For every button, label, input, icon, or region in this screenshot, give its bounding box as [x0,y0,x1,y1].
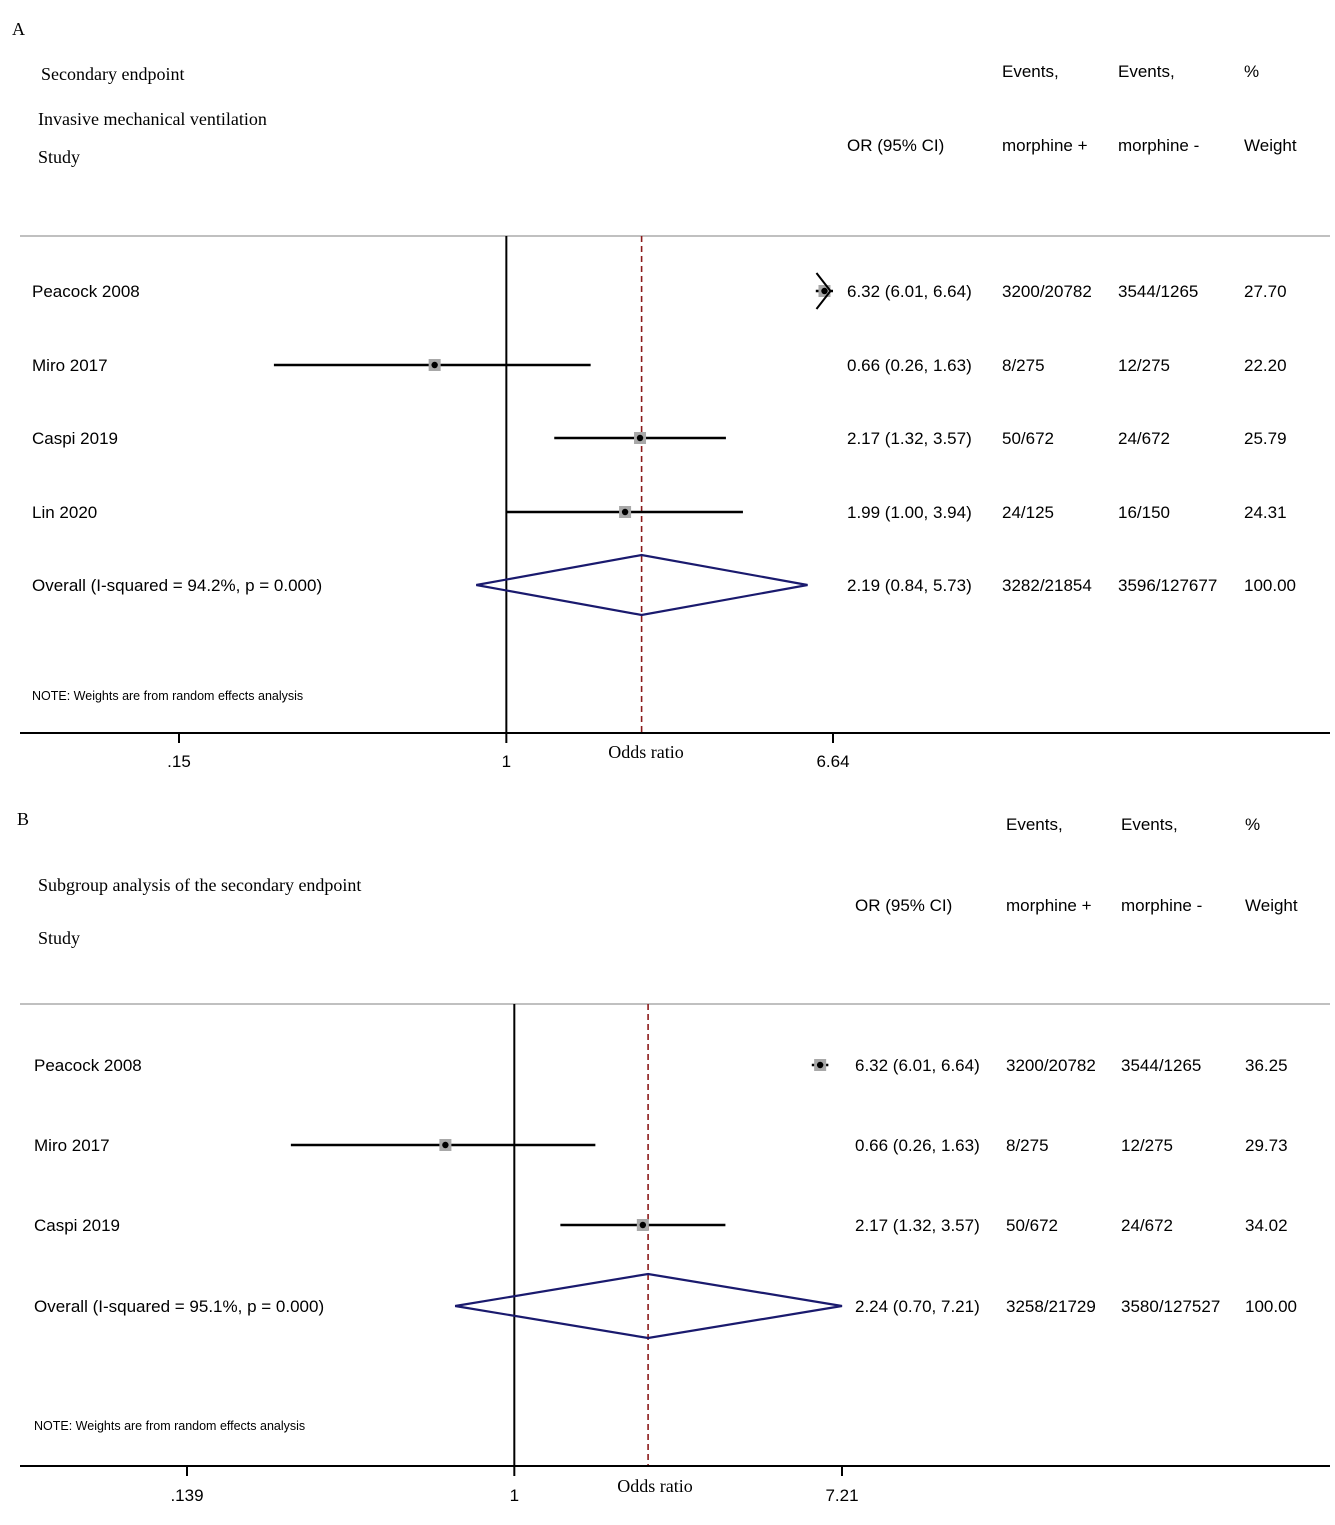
study-column-header: Study [38,147,80,167]
overall-label: Overall (I-squared = 94.2%, p = 0.000) [32,576,322,595]
column-header-weight-top: % [1244,62,1259,81]
column-header-ev_plus-top: Events, [1002,62,1059,81]
column-header-ev_minus: morphine - [1121,896,1202,915]
overall-weight-percent: 100.00 [1244,576,1296,595]
events-morphine-plus: 3200/20782 [1006,1056,1096,1075]
weight-percent: 36.25 [1245,1056,1288,1075]
study-column-header: Study [38,928,80,948]
column-header-weight-top: % [1245,815,1260,834]
overall-odds-ratio-ci-text: 2.19 (0.84, 5.73) [847,576,972,595]
events-morphine-plus: 50/672 [1002,429,1054,448]
overall-label: Overall (I-squared = 95.1%, p = 0.000) [34,1297,324,1316]
x-axis-tick-label: 1 [502,752,511,771]
odds-ratio-ci-text: 6.32 (6.01, 6.64) [847,282,972,301]
column-header-ev_minus-top: Events, [1121,815,1178,834]
weights-note: NOTE: Weights are from random effects an… [32,689,303,703]
x-axis-label: Odds ratio [617,1476,693,1496]
column-header-ev_plus-top: Events, [1006,815,1063,834]
overall-events-morphine-minus: 3596/127677 [1118,576,1217,595]
weight-percent: 29.73 [1245,1136,1288,1155]
column-header-weight: Weight [1245,896,1298,915]
forest-panel-b: B Subgroup analysis of the secondary endp… [17,809,1330,1505]
point-estimate-dot [816,1061,824,1069]
overall-events-morphine-plus: 3258/21729 [1006,1297,1096,1316]
study-name: Miro 2017 [32,356,108,375]
x-axis-tick-label: .15 [167,752,191,771]
events-morphine-minus: 3544/1265 [1121,1056,1201,1075]
column-header-ev_minus-top: Events, [1118,62,1175,81]
point-estimate-dot [621,508,629,516]
study-name: Lin 2020 [32,503,97,522]
panel-label: B [17,809,29,829]
overall-diamond [454,1272,843,1340]
weight-percent: 27.70 [1244,282,1287,301]
x-axis-tick-label: 1 [510,1486,519,1505]
panel-label: A [12,19,25,39]
overall-weight-percent: 100.00 [1245,1297,1297,1316]
study-name: Miro 2017 [34,1136,110,1155]
study-name: Caspi 2019 [32,429,118,448]
events-morphine-plus: 50/672 [1006,1216,1058,1235]
study-name: Caspi 2019 [34,1216,120,1235]
column-header-ev_plus: morphine + [1006,896,1092,915]
overall-diamond [476,553,808,617]
point-estimate-dot [636,434,644,442]
panel-title-line: Subgroup analysis of the secondary endpo… [38,875,361,895]
point-estimate-dot [639,1221,647,1229]
x-axis-tick-label: 6.64 [816,752,849,771]
weight-percent: 22.20 [1244,356,1287,375]
events-morphine-minus: 12/275 [1118,356,1170,375]
truncation-arrow [815,272,832,310]
events-morphine-minus: 24/672 [1121,1216,1173,1235]
x-axis-label: Odds ratio [608,742,684,762]
point-estimate-dot [431,361,438,369]
events-morphine-plus: 8/275 [1002,356,1045,375]
events-morphine-minus: 16/150 [1118,503,1170,522]
odds-ratio-ci-text: 2.17 (1.32, 3.57) [847,429,972,448]
column-header-or: OR (95% CI) [855,896,952,915]
events-morphine-minus: 24/672 [1118,429,1170,448]
study-name: Peacock 2008 [34,1056,142,1075]
column-header-ev_minus: morphine - [1118,136,1199,155]
odds-ratio-ci-text: 0.66 (0.26, 1.63) [855,1136,980,1155]
events-morphine-plus: 3200/20782 [1002,282,1092,301]
overall-events-morphine-plus: 3282/21854 [1002,576,1092,595]
weight-percent: 24.31 [1244,503,1287,522]
x-axis-tick-label: .139 [170,1486,203,1505]
weight-percent: 34.02 [1245,1216,1288,1235]
panel-title-line: Invasive mechanical ventilation [38,109,267,129]
odds-ratio-ci-text: 0.66 (0.26, 1.63) [847,356,972,375]
odds-ratio-ci-text: 2.17 (1.32, 3.57) [855,1216,980,1235]
odds-ratio-ci-text: 6.32 (6.01, 6.64) [855,1056,980,1075]
events-morphine-minus: 12/275 [1121,1136,1173,1155]
overall-events-morphine-minus: 3580/127527 [1121,1297,1220,1316]
overall-odds-ratio-ci-text: 2.24 (0.70, 7.21) [855,1297,980,1316]
odds-ratio-ci-text: 1.99 (1.00, 3.94) [847,503,972,522]
x-axis-tick-label: 7.21 [825,1486,858,1505]
column-header-weight: Weight [1244,136,1297,155]
column-header-or: OR (95% CI) [847,136,944,155]
weight-percent: 25.79 [1244,429,1287,448]
forest-panel-a: A Secondary endpoint Invasive mechanical v… [12,19,1330,771]
events-morphine-plus: 8/275 [1006,1136,1049,1155]
study-name: Peacock 2008 [32,282,140,301]
point-estimate-dot [442,1141,449,1149]
panel-title-line: Secondary endpoint [41,64,184,84]
column-header-ev_plus: morphine + [1002,136,1088,155]
weights-note: NOTE: Weights are from random effects an… [34,1419,305,1433]
point-estimate-dot [821,287,828,295]
events-morphine-minus: 3544/1265 [1118,282,1198,301]
events-morphine-plus: 24/125 [1002,503,1054,522]
